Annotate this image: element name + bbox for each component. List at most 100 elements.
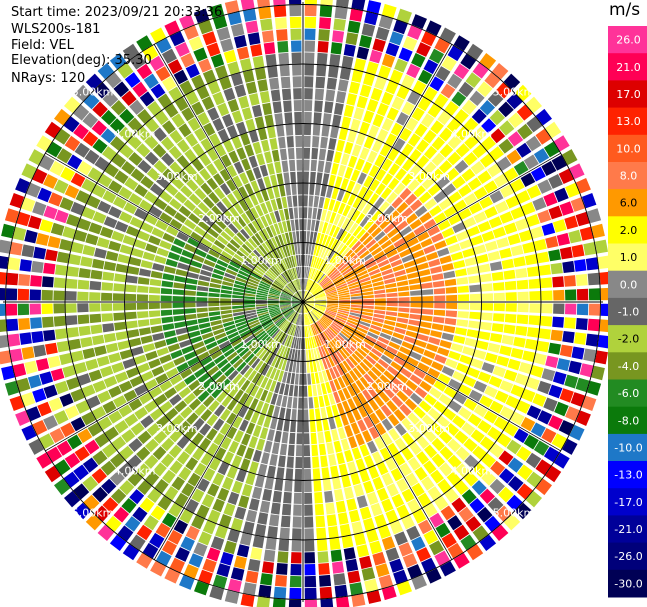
range-gate bbox=[256, 307, 268, 312]
range-gate bbox=[406, 63, 421, 79]
range-gate bbox=[282, 346, 288, 359]
range-gate bbox=[280, 515, 291, 528]
range-gate bbox=[224, 210, 235, 222]
range-gate bbox=[271, 442, 280, 455]
range-gate bbox=[340, 330, 351, 339]
range-gate bbox=[510, 178, 525, 193]
range-gate bbox=[87, 422, 103, 437]
range-gate bbox=[294, 123, 302, 136]
range-gate bbox=[407, 25, 423, 40]
range-gate bbox=[41, 303, 53, 315]
colorbar-tick-label: 26.0 bbox=[616, 34, 641, 47]
range-gate bbox=[444, 488, 459, 503]
range-gate bbox=[66, 266, 79, 277]
range-gate bbox=[137, 311, 149, 319]
range-gate bbox=[316, 64, 327, 77]
range-gate bbox=[274, 235, 282, 248]
range-gate bbox=[274, 430, 282, 443]
range-gate bbox=[337, 287, 349, 293]
range-gate bbox=[469, 303, 482, 311]
range-gate bbox=[515, 218, 529, 231]
range-gate bbox=[271, 313, 282, 320]
range-gate bbox=[548, 384, 563, 399]
range-gate bbox=[285, 347, 291, 359]
range-gate bbox=[320, 0, 333, 6]
range-gate bbox=[264, 477, 274, 490]
range-gate bbox=[378, 65, 391, 79]
range-gate bbox=[314, 220, 320, 232]
range-gate bbox=[238, 186, 249, 199]
range-gate bbox=[273, 330, 282, 340]
range-gate bbox=[313, 269, 319, 281]
range-gate bbox=[150, 27, 167, 43]
range-gate bbox=[328, 393, 336, 405]
range-gate bbox=[249, 398, 259, 411]
range-gate bbox=[194, 8, 210, 24]
range-gate bbox=[390, 232, 403, 243]
range-gate bbox=[402, 553, 418, 568]
range-gate bbox=[121, 90, 137, 106]
range-gate bbox=[148, 286, 161, 294]
range-gate bbox=[63, 116, 80, 133]
range-gate bbox=[363, 136, 375, 149]
range-gate bbox=[12, 226, 27, 241]
range-gate bbox=[457, 285, 469, 293]
range-gate bbox=[441, 55, 457, 72]
range-gate bbox=[153, 462, 167, 477]
range-gate bbox=[266, 324, 276, 334]
range-gate bbox=[415, 170, 429, 184]
range-gate bbox=[268, 293, 280, 297]
range-gate bbox=[270, 393, 278, 405]
range-gate bbox=[228, 440, 239, 454]
range-gate bbox=[304, 599, 318, 607]
range-gate bbox=[297, 266, 301, 279]
range-gate bbox=[552, 371, 567, 385]
range-gate bbox=[317, 273, 326, 284]
range-gate bbox=[352, 183, 362, 196]
range-gate bbox=[311, 284, 320, 294]
range-gate bbox=[525, 490, 542, 508]
range-ring-label: 4.00km bbox=[114, 128, 156, 141]
range-gate bbox=[288, 256, 294, 268]
range-gate bbox=[276, 318, 286, 327]
range-gate bbox=[315, 232, 321, 244]
range-gate bbox=[517, 291, 529, 301]
range-gate bbox=[291, 336, 296, 349]
range-gate bbox=[333, 391, 341, 404]
range-gate bbox=[439, 339, 452, 349]
range-gate bbox=[88, 222, 103, 235]
range-gate bbox=[430, 266, 443, 274]
range-gate bbox=[54, 108, 71, 126]
range-gate bbox=[323, 197, 330, 210]
range-gate bbox=[328, 199, 336, 211]
range-gate bbox=[119, 108, 135, 124]
range-gate bbox=[269, 514, 280, 527]
range-gate bbox=[257, 332, 268, 342]
range-gate bbox=[271, 284, 282, 291]
range-gate bbox=[494, 390, 509, 404]
range-gate bbox=[244, 144, 255, 157]
range-gate bbox=[371, 348, 383, 358]
range-gate bbox=[142, 251, 156, 261]
range-gate bbox=[295, 445, 303, 457]
range-gate bbox=[363, 257, 375, 266]
range-gate bbox=[368, 193, 380, 205]
range-gate bbox=[140, 260, 153, 269]
range-gate bbox=[492, 282, 505, 291]
azimuth-spoke bbox=[45, 301, 304, 452]
range-gate bbox=[351, 260, 363, 270]
range-gate bbox=[105, 250, 119, 262]
range-gate bbox=[144, 378, 158, 391]
range-gate bbox=[448, 400, 462, 413]
range-gate bbox=[226, 242, 238, 253]
range-gate bbox=[346, 93, 358, 106]
range-gate bbox=[379, 218, 391, 230]
range-gate bbox=[132, 81, 148, 98]
range-gate bbox=[201, 264, 214, 272]
range-gate bbox=[49, 428, 65, 444]
range-gate bbox=[336, 0, 349, 8]
range-gate bbox=[176, 155, 190, 169]
range-gate bbox=[314, 335, 320, 347]
range-gate bbox=[0, 335, 9, 349]
range-gate bbox=[168, 444, 182, 459]
